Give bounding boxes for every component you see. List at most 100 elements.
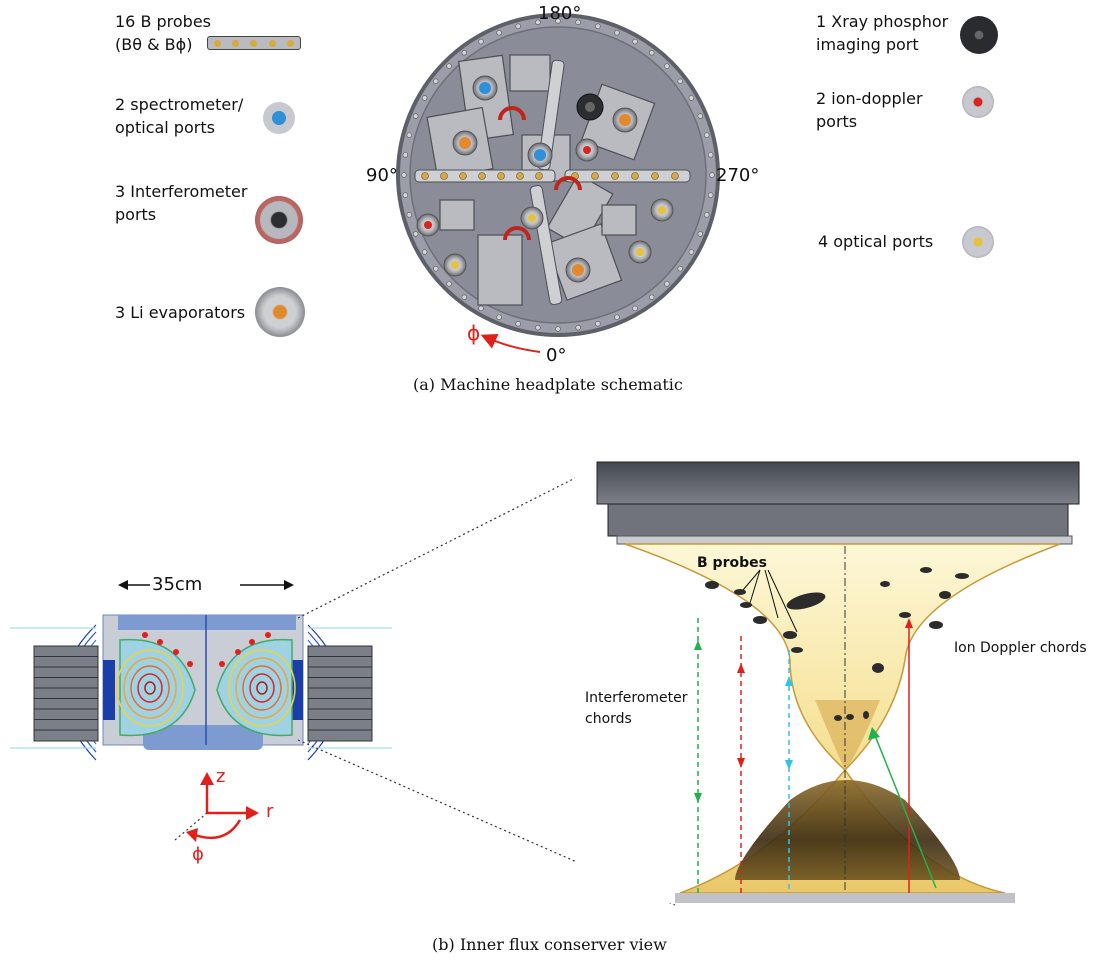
interferometer-label-line2: chords <box>585 711 632 727</box>
bolt <box>478 38 484 45</box>
probe-dot <box>651 172 659 180</box>
bolt <box>402 152 409 158</box>
bolt <box>406 132 412 138</box>
bolt <box>496 314 502 320</box>
legend-interferometer-line2: ports <box>115 205 157 224</box>
bolt <box>677 78 683 84</box>
zoom-line-top <box>297 467 596 619</box>
ion-doppler-port-icon <box>962 86 994 118</box>
cross-section <box>10 580 392 761</box>
port-markers <box>416 75 674 283</box>
legend-interferometer-line1: 3 Interferometer <box>115 182 248 201</box>
bolt <box>697 113 703 119</box>
ion-doppler-chords <box>868 618 937 893</box>
probe-dot <box>478 172 486 180</box>
legend-spectrometer-line1: 2 spectrometer/ <box>115 95 244 114</box>
bolt <box>555 326 561 332</box>
xray-port-icon <box>960 16 998 54</box>
bolt-ring <box>401 18 715 332</box>
coordinate-axes <box>186 772 259 842</box>
angle-90-label: 90° <box>366 165 398 186</box>
bolt <box>614 314 620 320</box>
legend-xray-line1: 1 Xray phosphor <box>816 12 949 31</box>
bolt <box>575 324 581 331</box>
bolt <box>535 324 541 331</box>
angle-180-label: 180° <box>538 3 582 24</box>
phi-label: ϕ <box>467 321 481 345</box>
bolt <box>402 192 409 198</box>
bolt <box>555 18 561 24</box>
bolt <box>649 50 655 56</box>
probe-dot <box>591 172 599 180</box>
phi-rotation-arrow <box>480 334 541 353</box>
bolt <box>413 113 419 119</box>
probe-dot <box>440 172 448 180</box>
bolt <box>496 30 502 36</box>
probe-dot <box>671 172 679 180</box>
coil-right <box>307 645 373 742</box>
bolt <box>478 305 484 312</box>
axis-z-label: z <box>216 766 226 787</box>
bolt <box>446 281 452 287</box>
dimension-label: 35cm <box>152 574 203 595</box>
bolt <box>632 305 638 312</box>
zoom-line-bottom <box>297 739 676 906</box>
axis-phi-label: ϕ <box>192 844 204 865</box>
bolt <box>614 30 620 36</box>
b-probes-label: B probes <box>697 555 767 571</box>
probe-dot <box>497 172 505 180</box>
probe-dot <box>421 172 429 180</box>
axis-r-label: r <box>266 801 274 822</box>
bolt <box>664 281 670 287</box>
bolt <box>401 172 407 178</box>
bolt <box>535 19 541 26</box>
bolt <box>413 231 419 237</box>
optical-port-icon <box>962 226 994 258</box>
bolt <box>709 172 715 178</box>
bolt <box>446 63 452 69</box>
bolt <box>406 212 412 218</box>
bolt <box>632 38 638 45</box>
probe-dot <box>535 172 543 180</box>
bolt <box>575 19 581 26</box>
bolt <box>461 294 467 300</box>
headplate-disc <box>396 13 720 337</box>
interferometer-port-icon <box>255 196 303 244</box>
li-evaporator-icon <box>255 287 305 337</box>
bolt <box>677 266 683 272</box>
bolt <box>707 192 714 198</box>
bolt <box>433 266 439 272</box>
flux-conserver-render <box>575 458 1101 903</box>
angle-0-label: 0° <box>546 345 567 366</box>
bolt <box>421 249 428 255</box>
blue-port-icon <box>263 102 295 134</box>
coil-left <box>33 645 99 742</box>
bolt <box>595 23 601 29</box>
probe-strip-icon <box>207 36 301 50</box>
bolt <box>704 132 710 138</box>
bolt <box>707 152 714 158</box>
angle-270-label: 270° <box>716 165 760 186</box>
bolt <box>433 78 439 84</box>
probe-dot <box>516 172 524 180</box>
probe-dot <box>611 172 619 180</box>
legend-li-evaporators-line1: 3 Li evaporators <box>115 303 246 322</box>
caption-a: (a) Machine headplate schematic <box>413 375 683 394</box>
legend-optical-ports-line1: 4 optical ports <box>818 232 934 251</box>
interferometer-label-line1: Interferometer <box>585 690 688 706</box>
legend-b-probes-line2: (Bθ & Bϕ) <box>115 35 193 54</box>
bolt <box>595 321 601 327</box>
legend-ion-doppler-line2: ports <box>816 112 858 131</box>
bolt <box>697 231 703 237</box>
legend-spectrometer-line2: optical ports <box>115 118 215 137</box>
legend-b-probes-line1: 16 B probes <box>115 12 212 31</box>
probe-dot <box>459 172 467 180</box>
legend-xray-line2: imaging port <box>816 35 919 54</box>
bolt <box>704 212 710 218</box>
bolt <box>421 95 428 101</box>
bolt <box>688 95 695 101</box>
bolt <box>688 249 695 255</box>
probe-dot <box>631 172 639 180</box>
